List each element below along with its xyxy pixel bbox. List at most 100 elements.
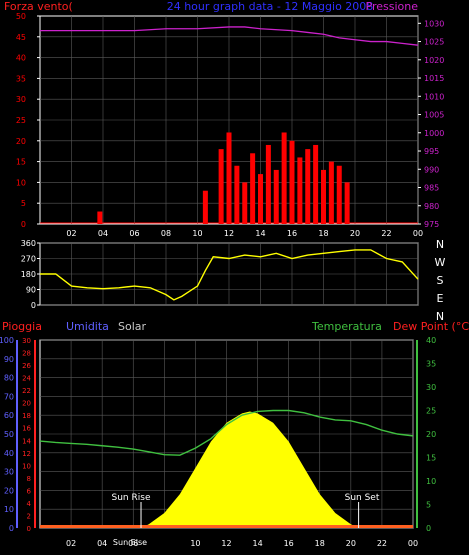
temperature-axis: 0 5 10 15 20 25 30 35 40 (416, 336, 436, 533)
tick-label: 4 (27, 500, 32, 508)
tick-label: 30 (16, 95, 26, 104)
tick-label: 0 (9, 524, 14, 533)
tick-label: 990 (424, 165, 439, 174)
tick-label: 30 (4, 468, 14, 477)
tick-label: 985 (424, 184, 439, 193)
rain-label: Pioggia (2, 320, 42, 333)
x-tick-label: 20 (346, 539, 356, 548)
temperature-label: Temperatura (311, 320, 382, 333)
wind-speed-bar (328, 161, 334, 224)
tick-label: 70 (4, 392, 14, 401)
compass-label: E (437, 292, 444, 305)
wind-pressure-series (40, 26, 419, 224)
tick-label: 90 (26, 286, 36, 295)
tick-label: 25 (426, 407, 436, 416)
tick-label: 50 (16, 12, 26, 21)
tick-label: 22 (22, 387, 31, 395)
tick-label: 30 (22, 337, 31, 345)
wind-speed-bar (336, 165, 342, 224)
humidity-axis: 0 10 20 30 40 50 60 70 80 90 100 (0, 336, 18, 533)
tick-label: 28 (22, 350, 31, 358)
tick-label: 0 (31, 301, 36, 310)
tick-label: 5 (426, 501, 431, 510)
wind-speed-bar (313, 144, 319, 224)
x-tick-label: 14 (252, 539, 262, 548)
tick-label: 20 (4, 486, 14, 495)
solar-label: Solar (118, 320, 147, 333)
wind-pressure-grid: 02 04 06 08 10 12 14 16 18 20 22 00 (40, 16, 423, 238)
wind-speed-bar (202, 190, 208, 224)
tick-label: 12 (22, 450, 31, 458)
compass-label: S (437, 274, 444, 287)
tick-label: 40 (4, 449, 14, 458)
sunset-label: Sun Set (345, 493, 380, 503)
tick-label: 0 (27, 525, 31, 533)
tick-label: 5 (21, 199, 26, 208)
x-tick-label: 02 (66, 229, 76, 238)
x-tick-label: 16 (284, 539, 294, 548)
tick-label: 6 (27, 487, 32, 495)
sun-else-label: Sun Else (113, 538, 147, 547)
x-tick-label: 22 (381, 229, 391, 238)
wind-speed-bar (265, 144, 271, 224)
sunrise-label: Sun Rise (112, 493, 151, 503)
x-tick-label: 02 (66, 539, 76, 548)
x-tick-label: 08 (161, 229, 171, 238)
tick-label: 40 (16, 54, 26, 63)
wind-direction-series (40, 249, 419, 301)
tick-label: 1005 (424, 111, 444, 120)
tick-label: 45 (16, 33, 26, 42)
compass-label: N (436, 238, 444, 251)
tick-label: 1010 (424, 92, 444, 101)
tick-label: 20 (22, 400, 31, 408)
wind-speed-bar (258, 174, 263, 224)
x-tick-label: 22 (377, 539, 387, 548)
x-tick-label: 10 (190, 539, 200, 548)
tick-label: 8 (27, 475, 31, 483)
compass-label: W (435, 256, 446, 269)
tick-label: 18 (22, 412, 31, 420)
solar-temperature-series (39, 409, 414, 528)
time-axis: 02 04 06 10 12 14 16 18 20 22 00 (66, 539, 418, 548)
wind-speed-label: Forza vento( (4, 0, 73, 13)
tick-label: 35 (16, 74, 26, 83)
tick-label: 10 (4, 505, 14, 514)
tick-label: 0 (426, 524, 431, 533)
pressure-label: Pressione (366, 0, 419, 13)
tick-label: 15 (16, 158, 26, 167)
wind-speed-bar (218, 149, 224, 224)
tick-label: 180 (21, 270, 36, 279)
tick-label: 1000 (424, 129, 444, 138)
tick-label: 60 (4, 411, 14, 420)
chart-title: 24 hour graph data - 12 Maggio 2008 (167, 0, 374, 13)
tick-label: 10 (16, 178, 26, 187)
x-tick-label: 18 (318, 229, 328, 238)
wind-speed-bar (97, 211, 103, 224)
tick-label: 50 (4, 430, 14, 439)
tick-label: 1030 (424, 19, 444, 28)
temperature-line (39, 409, 414, 456)
wind-direction-axis: 0 90 180 270 360 (21, 239, 40, 310)
tick-label: 0 (21, 220, 26, 229)
x-tick-label: 14 (255, 229, 265, 238)
wind-speed-bar (234, 165, 240, 224)
wind-speed-bar (321, 169, 326, 224)
tick-label: 975 (424, 220, 439, 229)
wind-speed-bar (226, 132, 232, 224)
x-tick-label: 06 (128, 539, 138, 548)
x-tick-label: 04 (98, 229, 108, 238)
wind-speed-bar (250, 153, 256, 224)
wind-speed-bar (289, 140, 295, 224)
dew-point-label: Dew Point (°C) (393, 320, 469, 333)
x-tick-label: 20 (350, 229, 360, 238)
x-tick-label: 04 (97, 539, 107, 548)
tick-label: 14 (22, 437, 31, 445)
x-tick-label: 10 (192, 229, 202, 238)
rain-baseline (40, 525, 413, 528)
tick-label: 35 (426, 360, 436, 369)
wind-speed-bar (242, 182, 248, 224)
tick-label: 995 (424, 147, 439, 156)
